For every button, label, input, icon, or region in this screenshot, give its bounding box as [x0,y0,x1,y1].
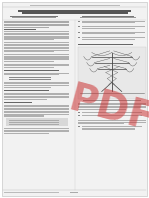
Bar [4,129,69,131]
Bar [77,104,146,105]
Bar [4,51,54,52]
Bar [4,47,69,48]
Bar [82,115,142,116]
Bar [4,102,32,103]
Bar [4,82,69,83]
Bar [4,128,69,129]
Text: PDF: PDF [64,80,149,140]
Bar [82,128,135,129]
Bar [4,24,69,25]
Bar [4,92,69,94]
Bar [9,124,59,125]
Bar [4,65,69,66]
Bar [4,94,69,95]
Bar [4,50,69,51]
Bar [4,37,69,38]
Bar [4,39,54,40]
Bar [77,37,80,38]
Bar [77,21,80,22]
Bar [4,114,69,115]
Bar [77,31,80,33]
Bar [4,131,69,132]
Bar [4,96,69,97]
Bar [4,48,69,49]
Bar [4,105,69,106]
Bar [9,122,59,123]
Bar [4,25,69,26]
Bar [4,61,54,62]
Bar [82,26,145,27]
Bar [82,21,145,22]
Bar [4,22,69,23]
Bar [4,108,69,109]
Bar [9,120,59,121]
Bar [82,112,142,113]
Bar [10,15,58,17]
Bar [4,85,69,86]
Bar [4,87,51,88]
Bar [4,29,36,30]
Bar [4,70,59,71]
Bar [83,100,141,101]
Bar [82,28,135,29]
Bar [4,73,69,74]
Bar [77,109,126,110]
Bar [4,34,69,35]
Bar [4,31,69,32]
Bar [77,47,146,98]
Bar [4,99,47,100]
Bar [4,97,69,98]
Bar [82,37,145,38]
Bar [4,106,69,107]
Bar [30,5,120,6]
Bar [77,123,124,125]
Bar [82,15,134,17]
Bar [4,57,69,59]
Bar [77,122,146,123]
Bar [77,112,80,113]
Bar [82,31,145,33]
Bar [70,191,78,193]
Bar [82,33,135,34]
Bar [4,111,69,112]
Bar [4,115,44,117]
Bar [4,56,69,57]
Bar [4,36,69,37]
Bar [4,67,54,68]
Bar [18,10,131,12]
Bar [6,118,68,126]
Bar [4,54,69,55]
Bar [82,39,135,40]
Bar [9,77,51,78]
Bar [77,106,146,107]
Bar [22,12,128,14]
Bar [4,33,69,34]
Bar [4,133,49,134]
Bar [77,120,146,121]
Bar [4,83,69,85]
Bar [4,59,69,60]
Bar [4,191,59,193]
Bar [77,126,80,127]
Bar [4,44,69,45]
Bar [80,17,136,18]
Bar [4,109,69,110]
Bar [4,74,59,75]
Bar [82,22,135,23]
Bar [77,44,132,45]
Bar [4,112,69,113]
Bar [4,89,49,91]
Bar [12,17,56,18]
Bar [4,45,69,46]
Bar [82,126,142,127]
Bar [4,27,49,28]
Bar [77,26,80,27]
Bar [77,107,146,108]
Bar [4,42,69,43]
Bar [77,103,146,104]
Bar [4,64,69,65]
Bar [77,115,80,116]
Bar [9,79,51,80]
Bar [4,21,69,22]
